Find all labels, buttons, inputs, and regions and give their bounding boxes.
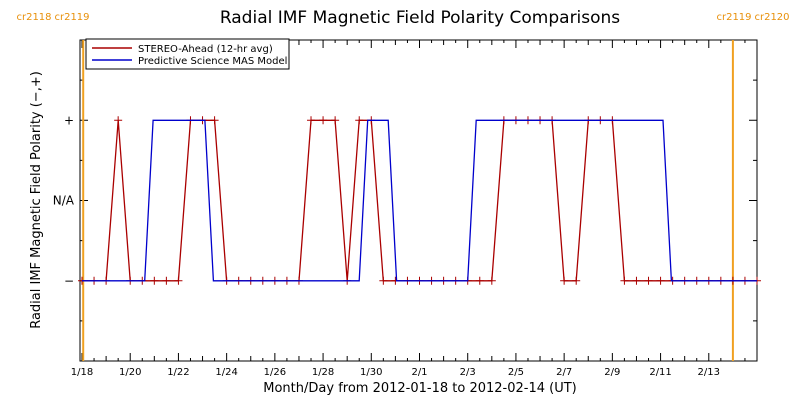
stereo-data-point	[210, 116, 219, 125]
x-tick-label: 2/5	[508, 367, 524, 378]
x-tick-label: 2/7	[556, 367, 572, 378]
x-tick-label: 1/30	[360, 367, 382, 378]
stereo-data-point	[355, 116, 364, 125]
stereo-data-point	[656, 276, 665, 285]
x-axis-label: Month/Day from 2012-01-18 to 2012-02-14 …	[263, 381, 576, 396]
x-tick-label: 1/18	[71, 367, 93, 378]
y-tick-label: −	[64, 274, 74, 288]
x-tick-label: 2/3	[460, 367, 476, 378]
stereo-data-point	[331, 116, 340, 125]
stereo-data-point	[114, 116, 123, 125]
y-axis-label: Radial IMF Magnetic Field Polarity (−,+)	[29, 71, 44, 329]
stereo-data-point	[150, 276, 159, 285]
x-tick-label: 2/11	[649, 367, 671, 378]
legend-label-stereo: STEREO-Ahead (12-hr avg)	[138, 44, 273, 55]
y-tick-label: N/A	[53, 194, 75, 208]
y-tick-label: +	[64, 113, 74, 127]
legend: STEREO-Ahead (12-hr avg) Predictive Scie…	[85, 38, 290, 70]
mas-model-series-line	[82, 119, 757, 282]
stereo-data-point	[487, 276, 496, 285]
stereo-data-point	[632, 276, 641, 285]
chart-title: Radial IMF Magnetic Field Polarity Compa…	[220, 8, 620, 28]
stereo-data-point	[162, 276, 171, 285]
stereo-data-point	[379, 276, 388, 285]
carrington-rotation-markers: cr2118 cr2119 cr2119 cr2120	[16, 12, 790, 361]
series-layer	[78, 116, 761, 285]
stereo-data-point	[620, 276, 629, 285]
x-tick-label: 1/28	[312, 367, 334, 378]
cr-label-left: cr2118	[16, 12, 51, 23]
legend-label-mas: Predictive Science MAS Model	[138, 56, 287, 67]
stereo-data-point	[319, 116, 328, 125]
cr-label-right: cr2120	[754, 12, 789, 23]
x-tick-label: 1/24	[215, 367, 237, 378]
stereo-data-point	[174, 276, 183, 285]
stereo-data-point	[644, 276, 653, 285]
x-tick-label: 2/1	[411, 367, 427, 378]
cr-label-right: cr2119	[54, 12, 89, 23]
x-tick-label: 1/22	[167, 367, 189, 378]
x-tick-label: 2/9	[604, 367, 620, 378]
cr-label-left: cr2119	[716, 12, 751, 23]
x-tick-label: 2/13	[698, 367, 720, 378]
stereo-data-point	[572, 276, 581, 285]
stereo-data-point	[475, 276, 484, 285]
legend-box	[85, 38, 290, 70]
stereo-data-point	[307, 116, 316, 125]
x-tick-label: 1/26	[264, 367, 286, 378]
x-tick-label: 1/20	[119, 367, 141, 378]
stereo-data-point	[560, 276, 569, 285]
